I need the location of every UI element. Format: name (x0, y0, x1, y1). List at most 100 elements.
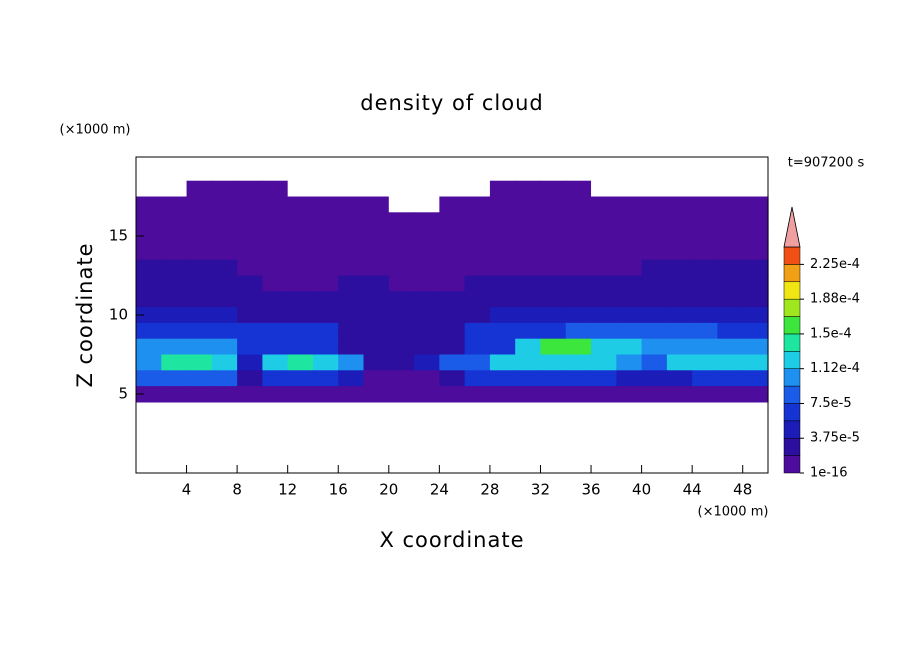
contour-cell (717, 354, 744, 371)
contour-cell (742, 307, 769, 324)
contour-cell (540, 370, 567, 387)
contour-cell (464, 180, 491, 198)
contour-cell (312, 291, 339, 308)
contour-cell (439, 228, 466, 245)
contour-cell (439, 338, 466, 356)
contour-cell (616, 259, 643, 277)
contour-cell (616, 322, 643, 340)
contour-cell (489, 180, 516, 198)
x-tick-label: 20 (379, 481, 398, 499)
contour-cell (666, 354, 693, 371)
contour-cell (161, 370, 188, 387)
contour-cell (666, 291, 693, 308)
contour-cell (161, 243, 188, 261)
contour-cell (666, 259, 693, 277)
contour-cell (565, 354, 592, 371)
contour-cell (312, 386, 339, 403)
contour-cell (692, 275, 719, 292)
contour-cell (666, 228, 693, 245)
colorbar-tick-label: 7.5e-5 (810, 396, 852, 411)
contour-cell (363, 354, 390, 371)
contour-cell (591, 196, 617, 213)
contour-cell (262, 338, 289, 356)
contour-cell (489, 307, 516, 324)
colorbar-box (783, 351, 801, 369)
contour-cell (136, 196, 162, 213)
colorbar-tick-label: 1e-16 (810, 466, 848, 481)
contour-cell (464, 386, 491, 403)
contour-cell (439, 322, 466, 340)
contour-cell (439, 386, 466, 403)
colorbar-box (783, 420, 801, 439)
contour-cell (692, 228, 719, 245)
contour-cell (237, 338, 263, 356)
contour-cell (515, 354, 542, 371)
contour-cell (338, 370, 365, 387)
contour-cell (287, 386, 314, 403)
contour-cell (262, 275, 289, 292)
contour-cell (616, 291, 643, 308)
contour-cell (515, 291, 542, 308)
colorbar-box (783, 316, 801, 335)
contour-cell (742, 196, 769, 213)
contour-cell (641, 228, 668, 245)
contour-cell (591, 228, 617, 245)
contour-cell (489, 338, 516, 356)
x-tick-label: 4 (182, 481, 192, 499)
x-tick-label: 32 (531, 481, 550, 499)
contour-cell (692, 196, 719, 213)
contour-cell (717, 180, 744, 198)
contour-cell (136, 338, 162, 356)
contour-cell (540, 259, 567, 277)
contour-cell (439, 196, 466, 213)
contour-cell (591, 243, 617, 261)
contour-cell (136, 307, 162, 324)
contour-cell (161, 338, 188, 356)
x-tick-label: 40 (632, 481, 651, 499)
contour-cell (186, 228, 213, 245)
contour-cell (287, 275, 314, 292)
contour-cell (489, 212, 516, 229)
contour-cell (186, 212, 213, 229)
contour-cell (237, 212, 263, 229)
contour-cell (186, 196, 213, 213)
contour-cell (287, 228, 314, 245)
contour-cell (237, 370, 263, 387)
contour-cell (489, 354, 516, 371)
contour-cell (616, 243, 643, 261)
contour-cell (489, 275, 516, 292)
contour-cell (591, 212, 617, 229)
contour-cell (312, 322, 339, 340)
contour-cell (742, 275, 769, 292)
contour-cell (591, 259, 617, 277)
contour-cell (186, 307, 213, 324)
contour-cell (717, 275, 744, 292)
contour-cell (439, 259, 466, 277)
contour-cell (338, 386, 365, 403)
contour-cell (641, 259, 668, 277)
contour-cell (692, 180, 719, 198)
contour-cell (312, 338, 339, 356)
contour-cell (666, 180, 693, 198)
contour-cell (641, 338, 668, 356)
contour-cell (237, 243, 263, 261)
time-label: t=907200 s (788, 156, 865, 171)
contour-cell (161, 212, 188, 229)
contour-cell (717, 228, 744, 245)
contour-cell (464, 259, 491, 277)
contour-cell (515, 196, 542, 213)
contour-cell (591, 322, 617, 340)
contour-cell (591, 370, 617, 387)
x-tick-label: 28 (480, 481, 499, 499)
contour-cell (565, 291, 592, 308)
contour-cell (338, 212, 365, 229)
contour-cell (186, 291, 213, 308)
contour-cell (692, 386, 719, 403)
contour-cell (717, 322, 744, 340)
contour-cell (414, 196, 440, 213)
contour-cell (464, 322, 491, 340)
colorbar-box (783, 368, 801, 387)
contour-cell (742, 370, 769, 387)
colorbar-box (783, 264, 801, 283)
contour-cell (211, 243, 238, 261)
